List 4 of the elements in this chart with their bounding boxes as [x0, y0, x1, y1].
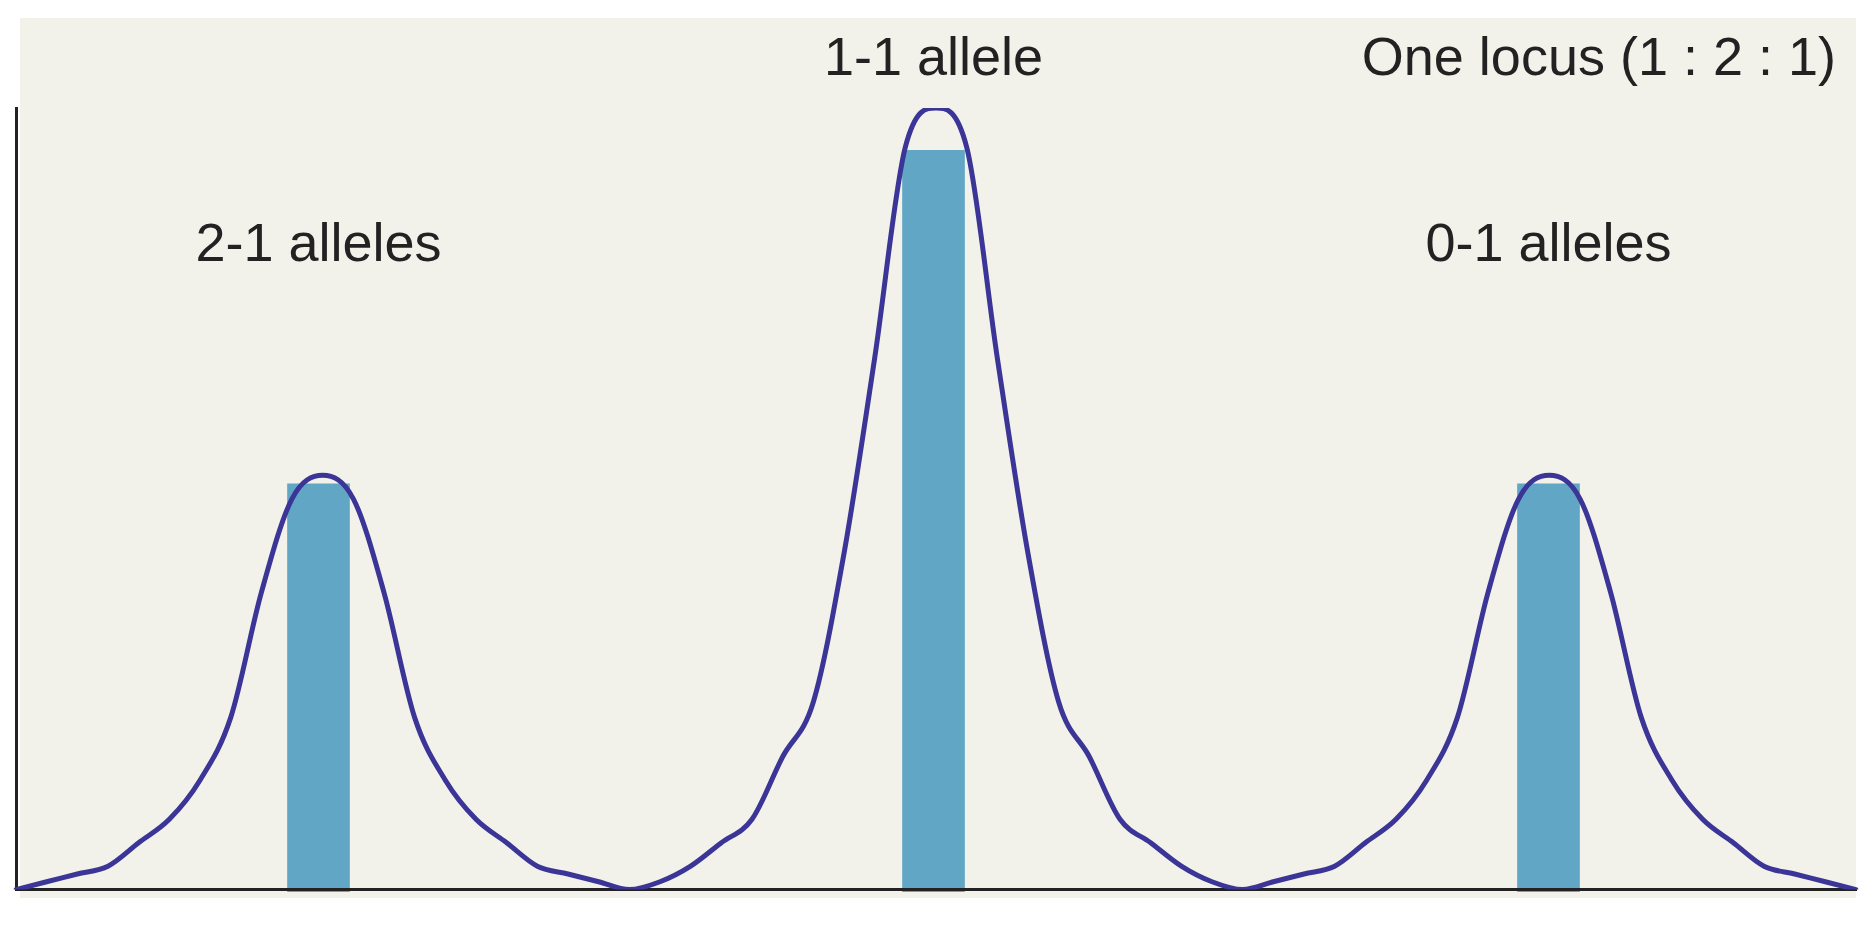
annotation: 2-1 alleles [195, 212, 442, 273]
annotation: 0-1 alleles [1425, 212, 1672, 273]
chart-title: One locus (1 : 2 : 1) [1361, 25, 1836, 86]
text: 1-1 allele [823, 25, 1044, 86]
